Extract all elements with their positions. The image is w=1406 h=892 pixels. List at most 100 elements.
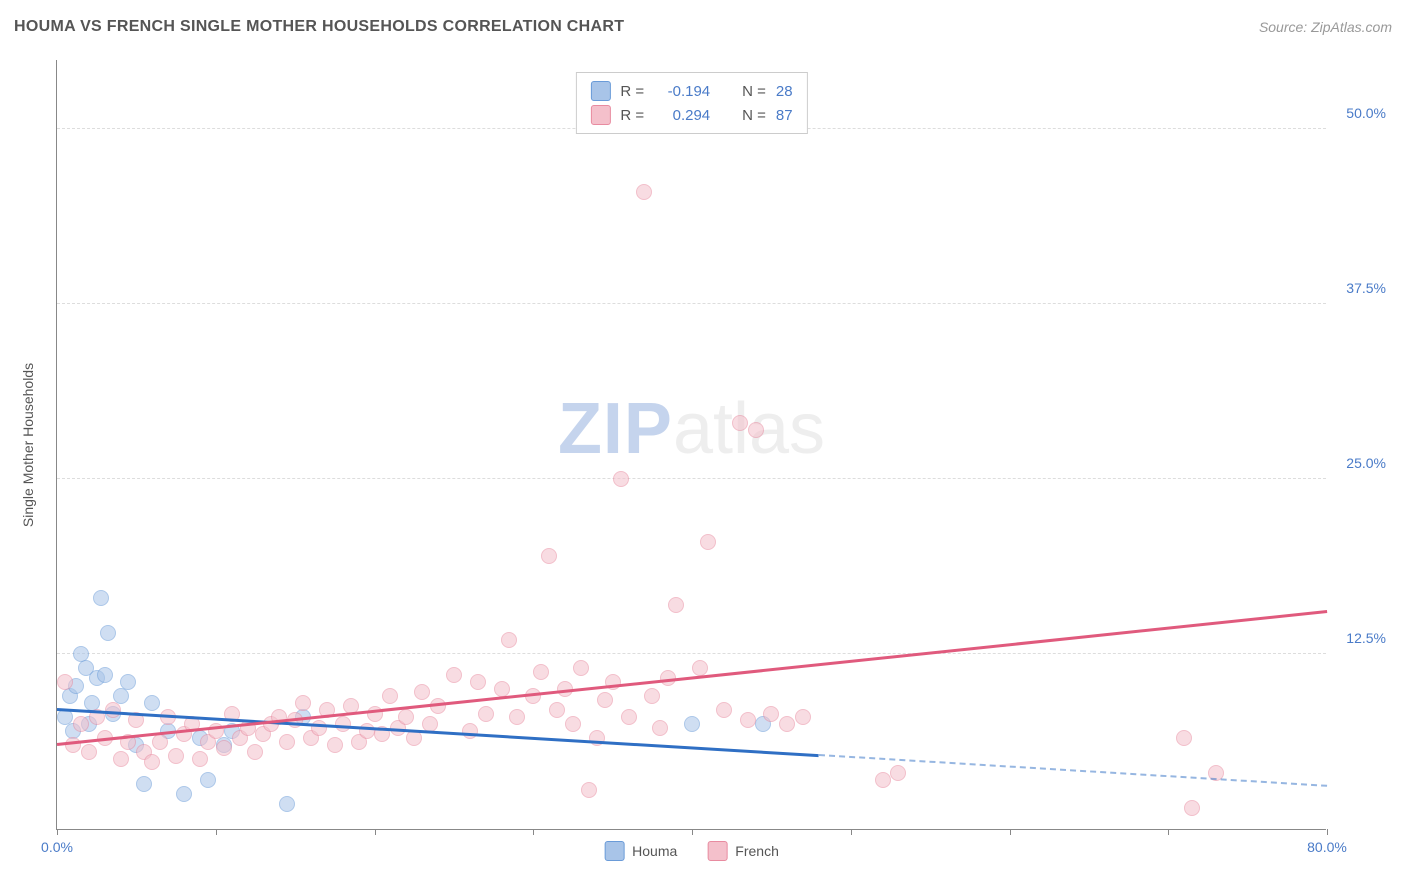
scatter-point-french [65,737,81,753]
scatter-point-french [668,597,684,613]
r-value: 0.294 [654,107,710,124]
x-tick [692,829,693,835]
scatter-point-houma [176,786,192,802]
scatter-point-french [509,709,525,725]
plot-area: ZIPatlas R =-0.194N =28R =0.294N =87 Hou… [56,60,1326,830]
scatter-point-french [1184,800,1200,816]
x-tick [1168,829,1169,835]
r-label: R = [620,107,644,124]
scatter-point-french [621,709,637,725]
scatter-point-french [795,709,811,725]
x-tick [375,829,376,835]
watermark: ZIPatlas [558,388,825,470]
source-text: Source: ZipAtlas.com [1259,19,1392,35]
scatter-point-french [875,772,891,788]
scatter-point-french [740,712,756,728]
x-tick [57,829,58,835]
legend-series: Houma French [604,841,779,861]
scatter-point-houma [279,796,295,812]
scatter-point-french [152,734,168,750]
scatter-point-french [446,667,462,683]
scatter-point-houma [684,716,700,732]
scatter-point-french [494,681,510,697]
legend-label: Houma [632,843,677,859]
n-value: 87 [776,107,793,124]
scatter-point-french [716,702,732,718]
scatter-point-french [763,706,779,722]
legend-item-french: French [707,841,779,861]
scatter-point-french [73,716,89,732]
y-tick-label: 25.0% [1346,455,1386,471]
chart-container: Single Mother Households ZIPatlas R =-0.… [48,50,1388,840]
scatter-point-french [541,548,557,564]
scatter-point-houma [144,695,160,711]
scatter-point-french [57,674,73,690]
scatter-point-french [382,688,398,704]
scatter-point-french [359,723,375,739]
header: HOUMA VS FRENCH SINGLE MOTHER HOUSEHOLDS… [14,18,1392,36]
scatter-point-french [168,748,184,764]
n-label: N = [742,107,766,124]
gridline [57,653,1326,654]
scatter-point-french [732,415,748,431]
x-tick [851,829,852,835]
gridline [57,478,1326,479]
scatter-point-french [549,702,565,718]
scatter-point-french [414,684,430,700]
scatter-point-french [1176,730,1192,746]
legend-row-houma: R =-0.194N =28 [590,79,792,103]
r-value: -0.194 [654,83,710,100]
scatter-point-french [478,706,494,722]
legend-item-houma: Houma [604,841,677,861]
scatter-point-french [105,702,121,718]
x-tick [1327,829,1328,835]
scatter-point-french [652,720,668,736]
legend-label: French [735,843,779,859]
chart-title: HOUMA VS FRENCH SINGLE MOTHER HOUSEHOLDS… [14,18,624,36]
gridline [57,303,1326,304]
y-tick-label: 12.5% [1346,630,1386,646]
r-label: R = [620,83,644,100]
scatter-point-houma [136,776,152,792]
legend-correlation: R = -0.194 N = 28 R = 0.294 N = 87 [575,72,807,134]
x-tick-label: 0.0% [41,839,73,855]
y-tick-label: 50.0% [1346,105,1386,121]
scatter-point-french [279,734,295,750]
legend-swatch [590,105,610,125]
x-tick-label: 80.0% [1307,839,1347,855]
scatter-point-french [81,744,97,760]
scatter-point-french [501,632,517,648]
scatter-point-french [144,754,160,770]
x-tick [216,829,217,835]
scatter-point-french [398,709,414,725]
scatter-point-french [890,765,906,781]
x-tick [533,829,534,835]
n-value: 28 [776,83,793,100]
scatter-point-houma [200,772,216,788]
scatter-point-french [692,660,708,676]
scatter-point-french [700,534,716,550]
scatter-point-french [581,782,597,798]
scatter-point-french [327,737,343,753]
x-tick [1010,829,1011,835]
scatter-point-houma [120,674,136,690]
scatter-point-french [573,660,589,676]
scatter-point-french [113,751,129,767]
scatter-point-french [613,471,629,487]
scatter-point-french [533,664,549,680]
scatter-point-houma [97,667,113,683]
scatter-point-houma [100,625,116,641]
scatter-point-houma [93,590,109,606]
scatter-point-french [748,422,764,438]
scatter-point-french [216,740,232,756]
scatter-point-french [295,695,311,711]
scatter-point-french [247,744,263,760]
legend-row-french: R = 0.294 N = 87 [590,103,792,127]
legend-swatch [707,841,727,861]
y-axis-label: Single Mother Households [20,363,36,527]
legend-swatch [604,841,624,861]
scatter-point-french [636,184,652,200]
scatter-point-french [462,723,478,739]
scatter-point-french [779,716,795,732]
scatter-point-french [470,674,486,690]
